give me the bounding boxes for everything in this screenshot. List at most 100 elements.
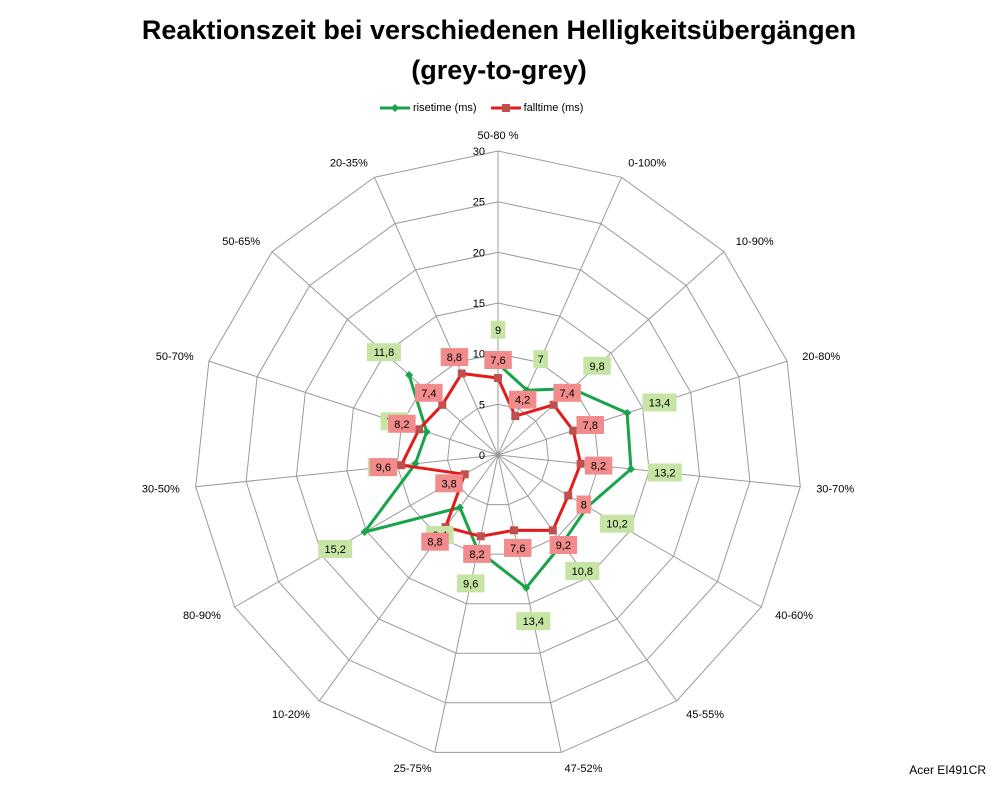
falltime-data-label-text: 8 [581,500,587,512]
grid-spoke [208,360,499,456]
falltime-data-label-bg [388,414,416,433]
grid-ring [346,302,650,605]
falltime-data-label: 8,8 [440,348,469,367]
risetime-data-label: 11,8 [366,343,401,362]
axis-label: 0-100% [628,158,666,170]
axis-label: 10-20% [272,709,310,721]
risetime-data-label-text: 9,8 [589,361,604,373]
legend-entry-risetime: risetime (ms) [380,102,477,114]
axis-label: 50-65% [222,236,260,248]
radar-data-labels: 979,813,413,210,210,813,49,66,415,28,27,… [318,320,682,631]
falltime-data-label-bg [369,458,398,477]
falltime-data-label: 7,6 [484,351,512,369]
risetime-data-label: 9,8 [583,356,611,375]
falltime-data-label: 7,4 [415,383,443,402]
axis-label: 10-90% [736,236,774,248]
risetime-data-label-text: 13,4 [523,616,544,628]
falltime-data-label-bg [435,474,463,493]
risetime-data-label: 9 [490,320,506,339]
chart-title-line1: Reaktionszeit bei verschiedenen Helligke… [141,15,857,45]
grid-ring [447,403,549,506]
legend: risetime (ms) falltime (ms) [380,99,583,117]
falltime-data-label-bg [463,544,491,563]
falltime-marker [569,426,578,435]
falltime-data-label-bg [421,532,449,551]
risetime-data-label-bg [583,356,611,375]
tick-label: 0 [479,450,485,462]
falltime-data-label-text: 8,2 [394,419,409,431]
radar-series [360,359,636,592]
falltime-marker [549,400,558,409]
axis-label: 50-70% [156,351,194,363]
risetime-data-label-text: 13,4 [649,398,670,410]
falltime-data-label-bg [584,456,613,475]
radar-tick-labels: 0 5 10 15 20 25 30 [473,146,485,462]
risetime-data-label: 13,2 [647,463,682,482]
falltime-series-line [399,372,583,538]
risetime-data-label-text: 10,2 [606,519,627,531]
grid-ring [245,201,751,704]
tick-label: 30 [473,146,485,158]
falltime-marker [397,461,406,470]
grid-spoke [434,454,499,753]
tick-label: 20 [473,247,485,259]
falltime-data-label-text: 7,8 [583,420,598,432]
risetime-data-label: 7 [533,350,548,369]
risetime-data-label-text: 11,8 [374,347,395,359]
falltime-data-label-bg [415,383,443,402]
axis-label: 25-75% [394,763,432,775]
risetime-data-label-text: 9 [495,325,501,337]
risetime-marker [360,528,369,537]
falltime-marker [576,459,585,468]
axis-label: 47-52% [565,763,603,775]
grid-ring [295,251,701,654]
risetime-data-label-bg [366,343,401,362]
risetime-data-label-bg [490,320,506,339]
tick-label: 5 [479,399,485,411]
tick-label: 15 [473,298,485,310]
grid-spoke [497,454,562,753]
risetime-data-label-bg [533,350,548,369]
radar-grid [195,150,801,753]
falltime-data-label-text: 8,2 [469,549,484,561]
tick-label: 10 [473,349,485,361]
falltime-data-label-text: 4,2 [515,395,530,407]
risetime-data-label-text: 10,8 [572,566,593,578]
axis-label: 50-80 % [478,130,519,142]
falltime-data-label: 8 [576,495,591,514]
falltime-marker [415,425,423,434]
risetime-data-label-bg [642,393,677,412]
axis-label: 30-50% [142,483,180,495]
falltime-marker [564,491,573,500]
falltime-data-label: 7,8 [576,416,604,434]
risetime-data-label-text: 9,6 [463,578,478,590]
risetime-data-label-text: 13,2 [654,468,675,480]
legend-label-falltime: falltime (ms) [523,102,584,114]
risetime-data-label-bg [565,562,600,580]
risetime-data-label: 10,8 [565,562,600,580]
risetime-marker [522,583,531,592]
falltime-data-label-bg [440,348,469,367]
grid-spoke [373,177,499,456]
risetime-data-label: 13,4 [642,393,677,412]
risetime-data-label: 15,2 [318,540,353,558]
falltime-data-label-text: 7,6 [510,543,525,555]
grid-spoke [195,454,499,488]
falltime-data-label-text: 8,8 [427,537,442,549]
risetime-data-label: 9,6 [457,574,485,593]
risetime-data-label-bg [516,612,551,631]
falltime-marker [511,412,520,421]
falltime-data-label-text: 9,6 [376,462,391,474]
risetime-data-label-text: 15,2 [324,544,345,556]
falltime-data-label-bg [504,538,532,557]
axis-label: 45-55% [686,709,724,721]
chart-title: Reaktionszeit bei verschiedenen Helligke… [0,10,998,90]
grid-spoke [497,251,725,456]
falltime-data-label-text: 7,4 [559,388,574,400]
risetime-series-line [363,362,633,590]
falltime-marker [460,470,469,479]
legend-entry-falltime: falltime (ms) [490,102,584,114]
grid-ring [195,150,801,753]
falltime-data-label-text: 7,6 [490,355,505,367]
